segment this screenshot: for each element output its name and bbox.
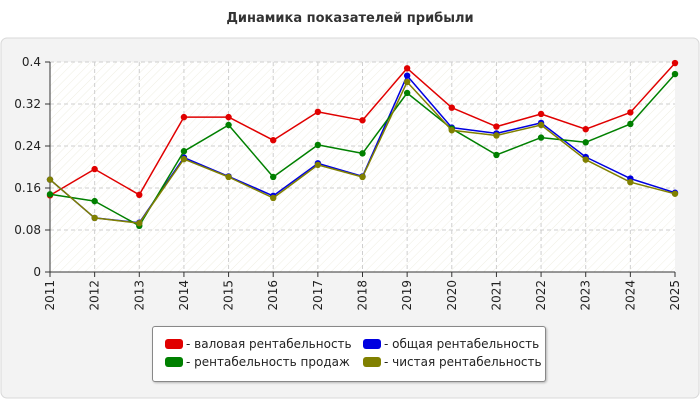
x-tick-label: 2015 [222,280,236,311]
data-point [671,59,679,67]
data-point [180,148,188,155]
y-tick-label: 0.4 [22,55,41,69]
data-point [314,141,322,149]
data-point [493,151,500,159]
data-point [403,89,411,97]
legend-label: - общая рентабельность [384,337,540,351]
x-tick-label: 2016 [266,280,280,311]
legend-swatch [165,338,183,349]
x-tick-label: 2019 [400,280,414,311]
legend-label: - чистая рентабельность [384,355,542,369]
data-point [627,109,634,116]
legend-label: - валовая рентабельность [186,337,352,351]
x-tick-label: 2021 [489,280,503,311]
y-tick-label: 0 [33,265,41,279]
data-point [627,179,634,186]
data-point [91,214,98,222]
data-point [314,108,322,116]
data-point [448,104,455,111]
data-point [582,126,589,133]
y-tick-label: 0.32 [14,97,41,111]
x-tick-label: 2022 [534,280,548,311]
x-tick-label: 2018 [356,280,370,311]
data-point [136,219,143,227]
legend-item-sales-margin[interactable]: - рентабельность продаж [165,355,350,371]
x-tick-label: 2020 [445,280,459,311]
data-point [403,65,411,72]
data-point [403,72,411,79]
data-point [627,120,634,128]
x-tick-label: 2023 [579,280,593,311]
data-point [582,156,589,163]
legend-swatch [363,338,381,349]
x-tick-label: 2013 [132,280,146,311]
x-tick-label: 2012 [88,280,102,311]
x-tick-label: 2017 [311,280,325,311]
data-point [91,165,98,173]
x-tick-label: 2025 [668,280,682,311]
data-point [46,191,54,198]
data-point [448,127,455,134]
y-tick-label: 0.16 [14,181,41,195]
x-tick-label: 2014 [177,280,191,311]
data-point [537,121,545,129]
data-point [225,113,232,121]
data-point [46,176,54,183]
data-point [359,117,366,124]
data-point [270,137,277,144]
data-point [493,132,500,139]
data-point [537,110,545,118]
data-point [314,161,322,169]
x-tick-label: 2024 [623,280,637,311]
data-point [136,191,143,199]
legend-swatch [165,356,183,367]
data-point [359,173,366,181]
y-tick-label: 0.24 [14,139,41,153]
legend-item-gross-margin[interactable]: - валовая рентабельность [165,337,352,353]
legend: - валовая рентабельность - общая рентабе… [152,326,546,382]
data-point [180,155,188,163]
data-point [270,173,277,181]
data-point [91,197,98,205]
data-point [270,194,277,202]
legend-swatch [363,356,381,367]
data-point [359,150,366,157]
legend-label: - рентабельность продаж [186,355,350,369]
y-tick-label: 0.08 [14,223,41,237]
data-point [180,113,188,121]
data-point [225,173,232,181]
data-point [537,134,545,141]
data-point [493,123,500,130]
legend-item-net-margin[interactable]: - чистая рентабельность [363,355,542,371]
data-point [671,190,679,197]
legend-item-total-margin[interactable]: - общая рентабельность [363,337,539,353]
data-point [671,70,679,78]
chart-title: Динамика показателей прибыли [226,11,474,26]
data-point [403,78,411,86]
data-point [582,139,589,146]
data-point [225,121,232,129]
x-tick-label: 2011 [43,280,57,311]
